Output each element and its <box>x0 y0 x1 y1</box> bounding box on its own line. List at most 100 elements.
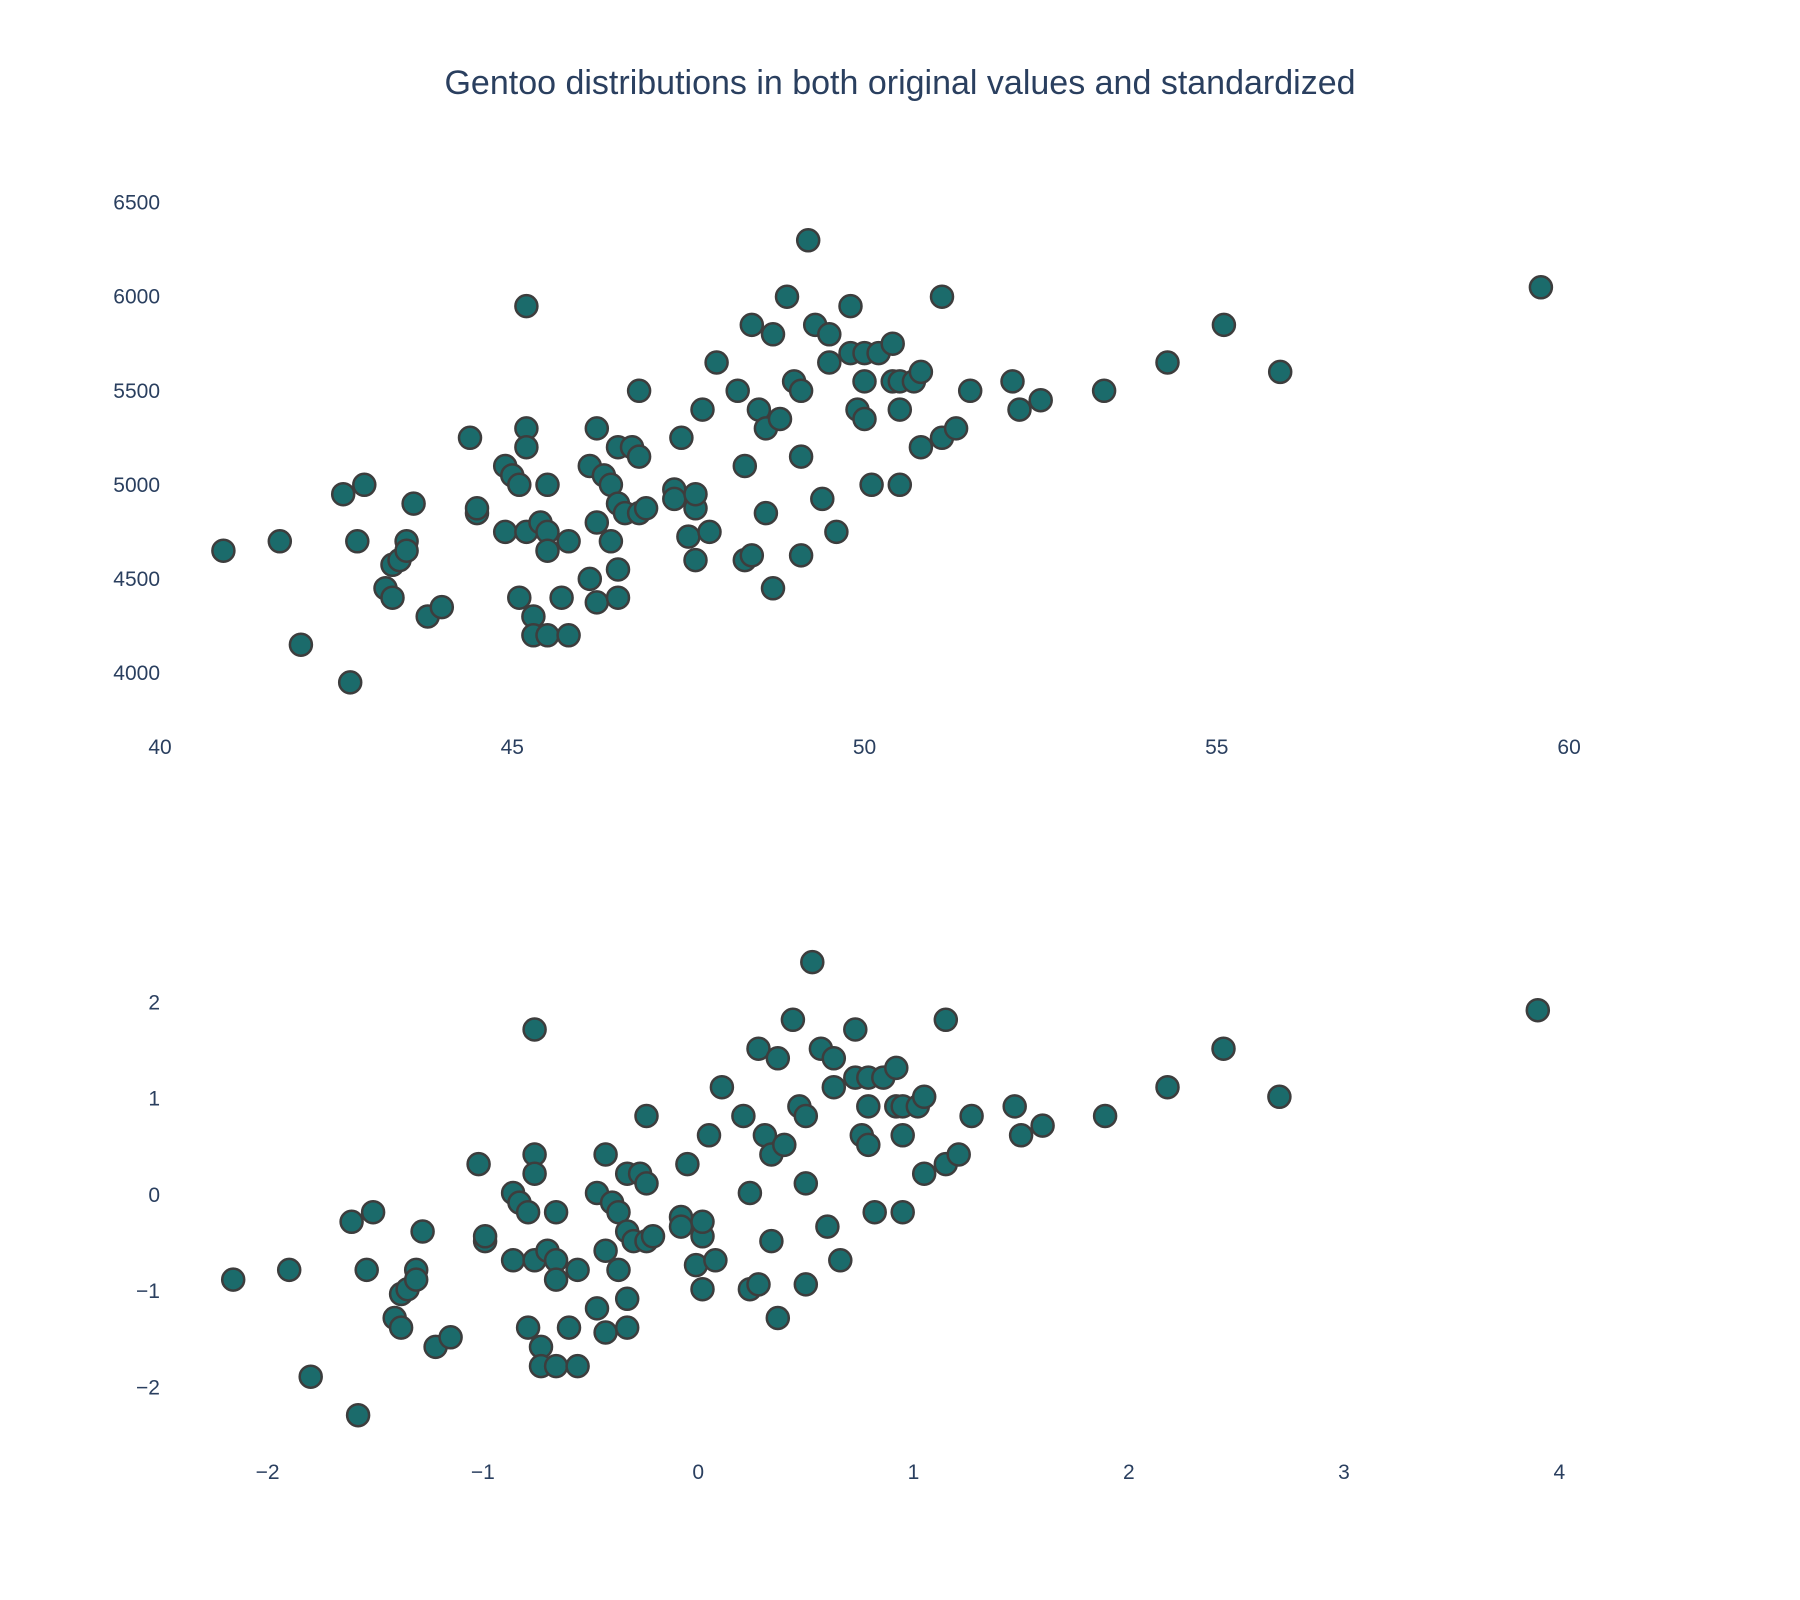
data-point[interactable] <box>946 1142 971 1167</box>
data-point[interactable] <box>887 472 913 498</box>
data-point[interactable] <box>795 228 821 253</box>
data-point[interactable] <box>549 585 574 610</box>
data-point[interactable] <box>584 590 610 615</box>
data-point[interactable] <box>760 576 786 601</box>
data-point[interactable] <box>759 1228 784 1254</box>
data-point[interactable] <box>565 1257 590 1283</box>
data-point[interactable] <box>388 1315 414 1340</box>
data-point[interactable] <box>1155 350 1180 375</box>
data-point[interactable] <box>345 1402 371 1428</box>
data-point[interactable] <box>360 1199 386 1225</box>
data-point[interactable] <box>606 1257 631 1283</box>
data-point[interactable] <box>793 1272 819 1297</box>
data-point[interactable] <box>739 312 765 338</box>
data-point[interactable] <box>856 1094 881 1119</box>
data-point[interactable] <box>514 434 539 460</box>
data-point[interactable] <box>908 434 934 460</box>
data-point[interactable] <box>626 444 652 469</box>
data-point[interactable] <box>662 486 687 512</box>
data-point[interactable] <box>676 524 701 549</box>
data-point[interactable] <box>696 1123 722 1148</box>
data-point[interactable] <box>703 1248 728 1273</box>
data-point[interactable] <box>1155 1074 1180 1100</box>
data-point[interactable] <box>732 453 758 479</box>
data-point[interactable] <box>339 1209 364 1235</box>
data-point[interactable] <box>815 1214 840 1239</box>
data-point[interactable] <box>760 322 786 347</box>
data-point[interactable] <box>584 510 610 535</box>
data-point[interactable] <box>438 1325 463 1350</box>
data-point[interactable] <box>352 472 377 498</box>
data-point[interactable] <box>788 444 814 469</box>
data-point[interactable] <box>220 1267 246 1292</box>
data-point[interactable] <box>410 1219 435 1244</box>
data-point[interactable] <box>817 350 842 375</box>
data-point[interactable] <box>828 1248 853 1273</box>
data-point[interactable] <box>556 529 581 554</box>
data-point[interactable] <box>633 496 659 521</box>
data-point[interactable] <box>772 1132 797 1158</box>
data-point[interactable] <box>614 1315 640 1340</box>
data-point[interactable] <box>793 1103 819 1129</box>
data-point[interactable] <box>584 416 610 441</box>
data-point[interactable] <box>593 1142 618 1167</box>
data-point[interactable] <box>626 378 652 404</box>
data-point[interactable] <box>466 1151 491 1177</box>
data-point[interactable] <box>1008 1123 1034 1148</box>
data-point[interactable] <box>765 1046 791 1071</box>
data-point[interactable] <box>884 1055 909 1081</box>
data-point[interactable] <box>810 486 835 512</box>
data-point[interactable] <box>1528 275 1554 300</box>
data-point[interactable] <box>605 585 631 610</box>
data-point[interactable] <box>522 1161 547 1186</box>
data-point[interactable] <box>856 1132 881 1158</box>
data-point[interactable] <box>821 1074 847 1100</box>
data-point[interactable] <box>543 1267 569 1292</box>
data-point[interactable] <box>394 538 419 563</box>
data-point[interactable] <box>500 1248 526 1273</box>
data-point[interactable] <box>515 1199 541 1225</box>
data-point[interactable] <box>780 1007 806 1033</box>
data-point[interactable] <box>556 623 581 648</box>
data-point[interactable] <box>911 1161 937 1186</box>
data-point[interactable] <box>690 397 715 422</box>
data-point[interactable] <box>1000 369 1025 394</box>
data-point[interactable] <box>598 529 624 554</box>
data-point[interactable] <box>675 1151 700 1177</box>
data-point[interactable] <box>515 1315 541 1340</box>
data-point[interactable] <box>1002 1094 1027 1119</box>
data-point[interactable] <box>584 1296 610 1321</box>
data-point[interactable] <box>535 472 560 498</box>
data-point[interactable] <box>267 529 293 554</box>
data-point[interactable] <box>859 472 884 498</box>
data-point[interactable] <box>767 406 793 432</box>
data-point[interactable] <box>753 500 779 526</box>
data-point[interactable] <box>507 585 532 610</box>
data-point[interactable] <box>957 378 983 404</box>
data-point[interactable] <box>464 496 490 521</box>
data-point[interactable] <box>535 538 560 563</box>
data-point[interactable] <box>634 1103 659 1129</box>
data-point[interactable] <box>668 1214 694 1239</box>
data-point[interactable] <box>852 369 877 394</box>
data-point[interactable] <box>737 1180 763 1206</box>
data-point[interactable] <box>354 1257 379 1283</box>
data-point[interactable] <box>911 1084 937 1110</box>
data-point[interactable] <box>507 472 532 498</box>
data-point[interactable] <box>298 1364 323 1389</box>
data-point[interactable] <box>543 1353 569 1379</box>
data-point[interactable] <box>614 1286 640 1312</box>
data-point[interactable] <box>704 350 729 375</box>
data-point[interactable] <box>746 1036 771 1061</box>
data-point[interactable] <box>211 538 236 563</box>
data-point[interactable] <box>330 481 356 507</box>
data-point[interactable] <box>1211 312 1237 338</box>
data-point[interactable] <box>522 1017 547 1042</box>
data-point[interactable] <box>276 1257 302 1283</box>
data-point[interactable] <box>739 543 765 568</box>
data-point[interactable] <box>429 594 455 620</box>
data-point[interactable] <box>1525 997 1551 1023</box>
data-point[interactable] <box>337 670 363 695</box>
data-point[interactable] <box>746 1272 771 1297</box>
data-point[interactable] <box>817 322 842 347</box>
